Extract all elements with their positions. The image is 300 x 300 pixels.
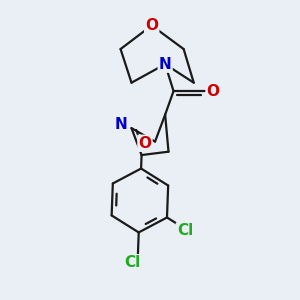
Text: Cl: Cl [124, 255, 140, 270]
Text: Cl: Cl [177, 224, 193, 238]
Text: N: N [159, 57, 172, 72]
Text: O: O [207, 84, 220, 99]
Text: N: N [115, 117, 128, 132]
Text: O: O [145, 18, 158, 33]
Text: O: O [139, 136, 152, 151]
